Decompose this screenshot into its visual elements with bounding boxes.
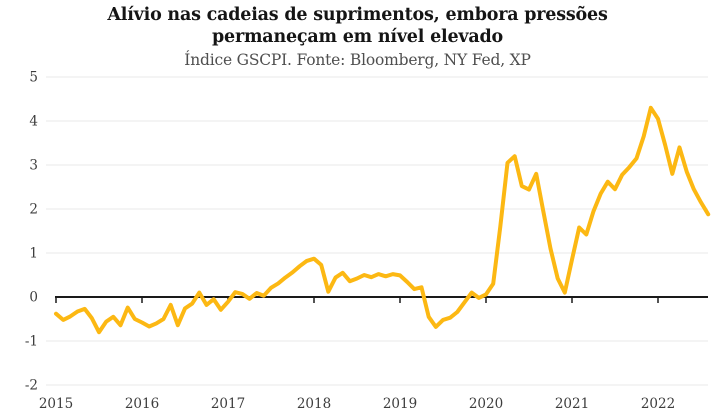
chart-title: Alívio nas cadeias de suprimentos, embor… [0,4,715,48]
chart-subtitle: Índice GSCPI. Fonte: Bloomberg, NY Fed, … [184,51,531,69]
x-axis-label-2015: 2015 [39,396,73,412]
x-axis-label-2021: 2021 [555,396,589,412]
x-axis-label-2018: 2018 [297,396,331,412]
y-axis-label-5: 5 [29,70,38,86]
chart-title-line1: Alívio nas cadeias de suprimentos, embor… [107,5,608,25]
y-axis-label-0: 0 [29,290,38,306]
y-axis-label--1: -1 [25,334,38,350]
y-axis-label-4: 4 [29,114,38,130]
x-axis-label-2017: 2017 [211,396,245,412]
y-axis-label--2: -2 [25,378,38,394]
gscpi-line [54,105,711,335]
y-axis-label-2: 2 [29,202,38,218]
x-axis-label-2022: 2022 [641,396,675,412]
chart-title-line2: permaneçam em nível elevado [212,27,503,47]
chart-header: Alívio nas cadeias de suprimentos, embor… [0,4,715,70]
x-axis-label-2019: 2019 [383,396,417,412]
y-axis-label-3: 3 [29,158,38,174]
x-axis-label-2016: 2016 [125,396,159,412]
y-axis-label-1: 1 [29,246,38,262]
x-axis-label-2020: 2020 [469,396,503,412]
